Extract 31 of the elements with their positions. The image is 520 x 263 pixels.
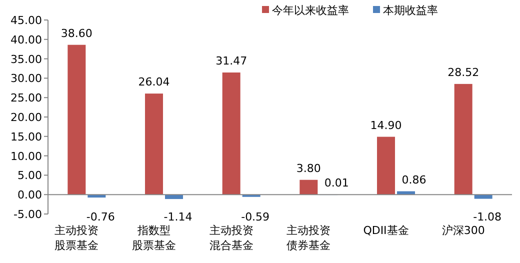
data-label: 38.60 (60, 26, 92, 40)
y-tick-label: 25.00 (10, 92, 42, 105)
data-label: 14.90 (370, 118, 402, 132)
data-label: 31.47 (216, 54, 248, 68)
y-tick-label: 15.00 (10, 130, 42, 144)
data-label: -1.14 (164, 210, 192, 224)
y-tick-label: 35.00 (10, 52, 42, 66)
y-tick-label: 10.00 (10, 150, 42, 163)
x-tick-label: QDII基金 (363, 224, 409, 237)
y-tick-label: 20.00 (10, 111, 42, 124)
y-tick-label: 5.00 (18, 169, 42, 182)
y-tick-label: 0.00 (18, 188, 42, 202)
x-tick-label: 主动投资混合基金 (209, 224, 254, 252)
y-tick-label: -5.00 (14, 208, 42, 221)
y-tick-label: 40.00 (10, 33, 42, 46)
data-label: -0.59 (241, 210, 270, 224)
data-label: 3.80 (296, 162, 321, 175)
legend-label: 本期收益率 (383, 4, 438, 17)
data-label: -0.76 (86, 210, 115, 224)
data-label: 0.86 (402, 173, 426, 186)
legend-label: 今年以来收益率 (272, 4, 349, 17)
y-tick-label: 30.00 (10, 72, 42, 86)
x-tick-label: 主动投资股票基金 (54, 224, 99, 252)
data-label: 26.04 (138, 76, 170, 89)
data-label: -1.08 (473, 210, 502, 224)
x-tick-label: 主动投资债券基金 (286, 224, 331, 252)
x-tick-label: 指数型股票基金 (132, 224, 176, 252)
data-label: 0.01 (324, 176, 349, 190)
x-tick-label: 沪深300 (442, 224, 485, 237)
data-label: 28.52 (448, 66, 480, 79)
y-tick-label: 45.00 (10, 14, 42, 27)
